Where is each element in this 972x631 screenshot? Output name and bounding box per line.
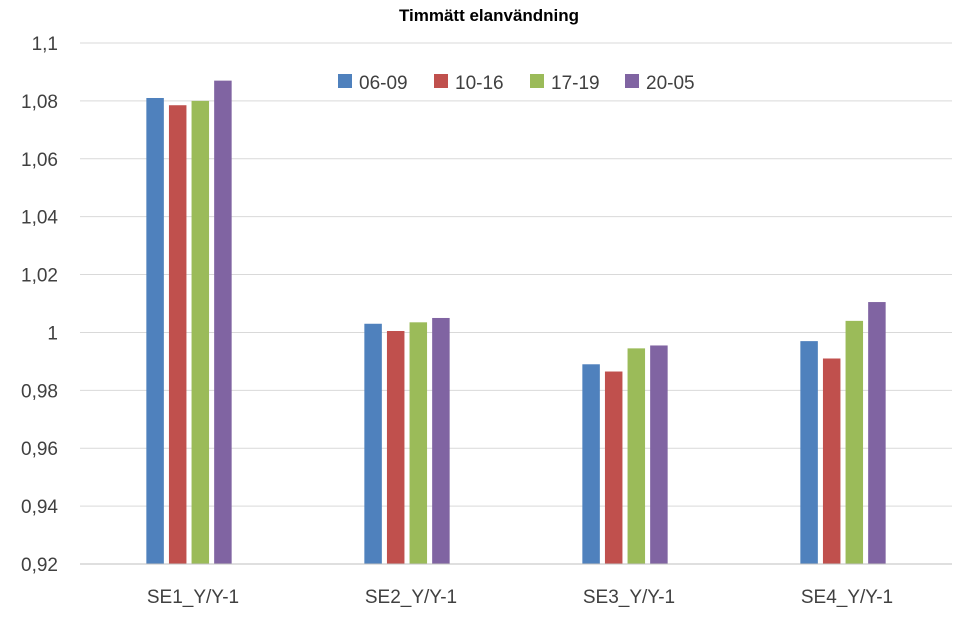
legend-swatch: [338, 74, 352, 88]
y-tick-label: 0,94: [21, 497, 58, 518]
bar-17-19-SE4_Y/Y-1: [845, 320, 864, 564]
y-tick-label: 0,96: [21, 439, 58, 460]
bar-06-09-SE1_Y/Y-1: [146, 97, 164, 564]
bar-10-16-SE4_Y/Y-1: [822, 358, 841, 564]
y-axis-tick-labels: 0,92 0,94 0,96 0,98 1 1,02 1,04 1,06 1,08 1,1: [21, 34, 58, 576]
bar-20-05-SE3_Y/Y-1: [650, 345, 668, 564]
y-tick-label: 0,92: [21, 555, 58, 576]
legend-swatch: [530, 74, 544, 88]
bar-20-05-SE1_Y/Y-1: [214, 80, 232, 564]
bar-06-09-SE2_Y/Y-1: [364, 323, 382, 564]
legend: 06-09 10-16 17-19 20-05: [338, 73, 695, 94]
x-tick-label: SE2_Y/Y-1: [365, 587, 457, 608]
y-tick-label: 1: [47, 323, 58, 344]
x-axis: SE1_Y/Y-1 SE2_Y/Y-1 SE3_Y/Y-1 SE4_Y/Y-1: [80, 563, 952, 608]
legend-label: 10-16: [455, 73, 504, 94]
y-tick-label: 0,98: [21, 381, 58, 402]
y-tick-label: 1,04: [21, 208, 58, 229]
bar-10-16-SE1_Y/Y-1: [168, 105, 187, 564]
bar-10-16-SE2_Y/Y-1: [386, 330, 405, 564]
bar-17-19-SE3_Y/Y-1: [627, 348, 646, 564]
y-tick-label: 1,06: [21, 150, 58, 171]
y-tick-label: 1,08: [21, 92, 58, 113]
bars: [146, 80, 886, 564]
bar-06-09-SE4_Y/Y-1: [800, 341, 818, 564]
y-tick-label: 1,1: [32, 34, 58, 55]
legend-label: 06-09: [359, 73, 408, 94]
bar-10-16-SE3_Y/Y-1: [604, 371, 623, 564]
x-tick-label: SE3_Y/Y-1: [583, 587, 675, 608]
chart-title: Timmätt elanvändning: [399, 6, 579, 25]
bar-17-19-SE2_Y/Y-1: [409, 322, 428, 564]
bar-20-05-SE2_Y/Y-1: [432, 317, 450, 564]
bar-06-09-SE3_Y/Y-1: [582, 364, 600, 564]
y-tick-label: 1,02: [21, 266, 58, 287]
legend-swatch: [434, 74, 448, 88]
x-tick-label: SE4_Y/Y-1: [801, 587, 893, 608]
legend-label: 20-05: [646, 73, 695, 94]
legend-label: 17-19: [551, 73, 600, 94]
gridlines: [80, 42, 952, 507]
bar-20-05-SE4_Y/Y-1: [868, 302, 886, 564]
legend-swatch: [625, 74, 639, 88]
x-tick-label: SE1_Y/Y-1: [147, 587, 239, 608]
bar-17-19-SE1_Y/Y-1: [191, 100, 210, 564]
